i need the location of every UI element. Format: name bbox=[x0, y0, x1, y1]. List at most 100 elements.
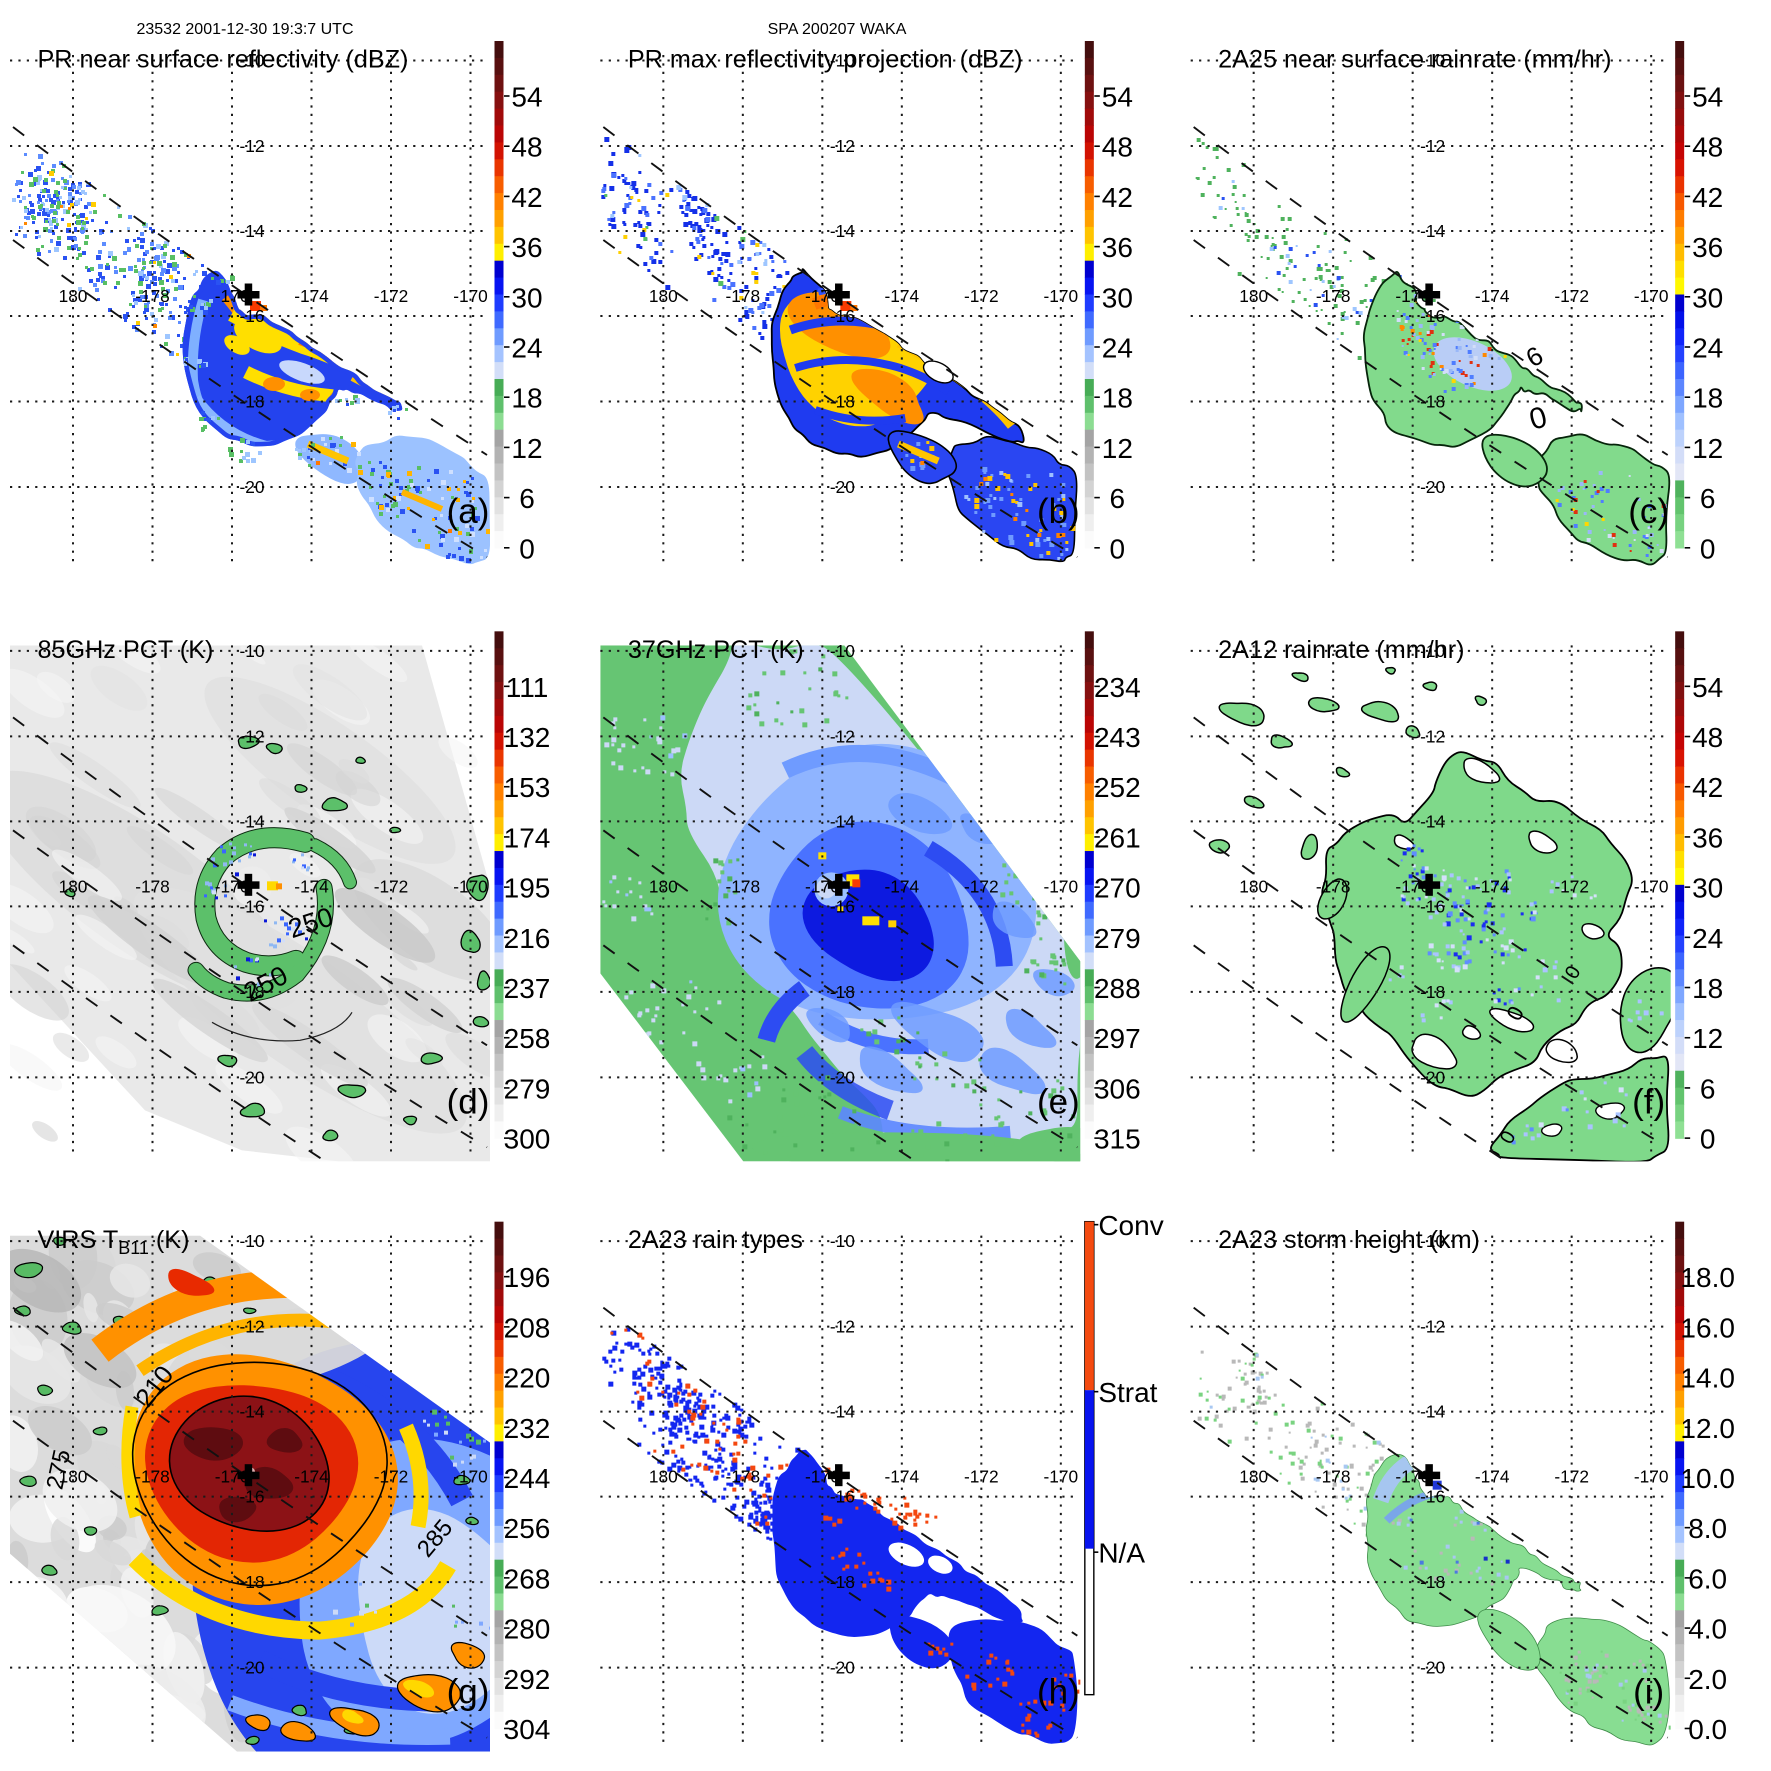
svg-text:(i): (i) bbox=[1633, 1673, 1664, 1712]
svg-text:16.0: 16.0 bbox=[1680, 1312, 1735, 1343]
svg-text:23532 2001-12-30 19:3:7 UTC: 23532 2001-12-30 19:3:7 UTC bbox=[136, 21, 353, 38]
svg-text:244: 244 bbox=[504, 1463, 551, 1494]
svg-text:85GHz PCT (K): 85GHz PCT (K) bbox=[38, 636, 214, 664]
svg-text:24: 24 bbox=[1102, 333, 1133, 364]
svg-text:6: 6 bbox=[519, 483, 535, 514]
svg-text:36: 36 bbox=[1692, 822, 1723, 853]
svg-text:Conv: Conv bbox=[1098, 1210, 1163, 1241]
svg-text:2A25 near surface rainrate (mm: 2A25 near surface rainrate (mm/hr) bbox=[1218, 46, 1611, 74]
svg-text:14.0: 14.0 bbox=[1680, 1363, 1735, 1394]
svg-text:6.0: 6.0 bbox=[1688, 1563, 1727, 1594]
svg-text:48: 48 bbox=[1102, 132, 1133, 163]
svg-text:220: 220 bbox=[504, 1363, 551, 1394]
svg-text:268: 268 bbox=[504, 1563, 551, 1594]
svg-text:6: 6 bbox=[1700, 483, 1716, 514]
svg-text:315: 315 bbox=[1094, 1124, 1141, 1155]
svg-text:2A23 rain types: 2A23 rain types bbox=[628, 1226, 803, 1254]
svg-text:SPA 200207 WAKA: SPA 200207 WAKA bbox=[768, 21, 907, 38]
svg-text:153: 153 bbox=[504, 772, 551, 803]
svg-text:54: 54 bbox=[1102, 82, 1133, 113]
svg-text:N/A: N/A bbox=[1098, 1538, 1145, 1569]
svg-text:216: 216 bbox=[504, 923, 551, 954]
svg-text:4.0: 4.0 bbox=[1688, 1614, 1727, 1645]
svg-text:VIRS TB11 (K): VIRS TB11 (K) bbox=[38, 1226, 190, 1258]
svg-text:300: 300 bbox=[504, 1124, 551, 1155]
svg-text:2A12 rainrate (mm/hr): 2A12 rainrate (mm/hr) bbox=[1218, 636, 1464, 664]
svg-text:24: 24 bbox=[511, 333, 542, 364]
svg-text:237: 237 bbox=[504, 973, 551, 1004]
svg-text:(e): (e) bbox=[1037, 1082, 1080, 1121]
svg-text:30: 30 bbox=[1102, 282, 1133, 313]
svg-text:24: 24 bbox=[1692, 923, 1723, 954]
svg-text:256: 256 bbox=[504, 1513, 551, 1544]
svg-text:279: 279 bbox=[504, 1073, 551, 1104]
svg-text:232: 232 bbox=[504, 1413, 551, 1444]
svg-text:18: 18 bbox=[511, 383, 542, 414]
svg-text:12: 12 bbox=[1102, 433, 1133, 464]
svg-text:132: 132 bbox=[504, 722, 551, 753]
svg-text:(g): (g) bbox=[447, 1673, 490, 1712]
svg-text:2.0: 2.0 bbox=[1688, 1664, 1727, 1695]
svg-text:258: 258 bbox=[504, 1023, 551, 1054]
svg-text:8.0: 8.0 bbox=[1688, 1513, 1727, 1544]
svg-text:270: 270 bbox=[1094, 873, 1141, 904]
svg-text:243: 243 bbox=[1094, 722, 1141, 753]
svg-text:279: 279 bbox=[1094, 923, 1141, 954]
svg-text:(a): (a) bbox=[447, 492, 490, 531]
svg-text:36: 36 bbox=[511, 232, 542, 263]
svg-text:18: 18 bbox=[1692, 383, 1723, 414]
svg-text:297: 297 bbox=[1094, 1023, 1141, 1054]
svg-text:54: 54 bbox=[1692, 672, 1723, 703]
svg-text:(h): (h) bbox=[1037, 1673, 1080, 1712]
svg-text:(b): (b) bbox=[1037, 492, 1080, 531]
svg-text:42: 42 bbox=[1692, 772, 1723, 803]
svg-text:208: 208 bbox=[504, 1312, 551, 1343]
svg-text:54: 54 bbox=[511, 82, 542, 113]
svg-text:(d): (d) bbox=[447, 1082, 490, 1121]
svg-text:196: 196 bbox=[504, 1262, 551, 1293]
svg-text:36: 36 bbox=[1692, 232, 1723, 263]
svg-text:6: 6 bbox=[1110, 483, 1126, 514]
svg-text:2A23 storm height (km): 2A23 storm height (km) bbox=[1218, 1226, 1480, 1254]
svg-text:10.0: 10.0 bbox=[1680, 1463, 1735, 1494]
svg-text:0: 0 bbox=[1110, 533, 1126, 564]
svg-text:0.0: 0.0 bbox=[1688, 1714, 1727, 1745]
svg-text:292: 292 bbox=[504, 1664, 551, 1695]
svg-text:0: 0 bbox=[1700, 1124, 1716, 1155]
svg-text:288: 288 bbox=[1094, 973, 1141, 1004]
svg-text:48: 48 bbox=[1692, 132, 1723, 163]
svg-text:37GHz PCT (K): 37GHz PCT (K) bbox=[628, 636, 804, 664]
svg-text:195: 195 bbox=[504, 873, 551, 904]
svg-text:280: 280 bbox=[504, 1614, 551, 1645]
svg-text:30: 30 bbox=[511, 282, 542, 313]
svg-text:252: 252 bbox=[1094, 772, 1141, 803]
svg-text:42: 42 bbox=[1102, 182, 1133, 213]
svg-text:48: 48 bbox=[511, 132, 542, 163]
svg-text:30: 30 bbox=[1692, 282, 1723, 313]
svg-text:6: 6 bbox=[1700, 1073, 1716, 1104]
svg-text:12.0: 12.0 bbox=[1680, 1413, 1735, 1444]
svg-text:(c): (c) bbox=[1628, 492, 1669, 531]
svg-text:12: 12 bbox=[1692, 1023, 1723, 1054]
svg-text:42: 42 bbox=[511, 182, 542, 213]
svg-text:12: 12 bbox=[511, 433, 542, 464]
svg-text:48: 48 bbox=[1692, 722, 1723, 753]
svg-text:18: 18 bbox=[1692, 973, 1723, 1004]
svg-text:261: 261 bbox=[1094, 822, 1141, 853]
svg-text:18.0: 18.0 bbox=[1680, 1262, 1735, 1293]
svg-text:234: 234 bbox=[1094, 672, 1141, 703]
svg-text:54: 54 bbox=[1692, 82, 1723, 113]
svg-text:0: 0 bbox=[1700, 533, 1716, 564]
svg-text:18: 18 bbox=[1102, 383, 1133, 414]
svg-text:174: 174 bbox=[504, 822, 551, 853]
svg-text:PR near surface reflectivity (: PR near surface reflectivity (dBZ) bbox=[38, 46, 409, 74]
svg-text:42: 42 bbox=[1692, 182, 1723, 213]
svg-text:36: 36 bbox=[1102, 232, 1133, 263]
svg-text:(f): (f) bbox=[1632, 1082, 1665, 1121]
svg-text:12: 12 bbox=[1692, 433, 1723, 464]
svg-text:111: 111 bbox=[506, 672, 549, 703]
svg-text:306: 306 bbox=[1094, 1073, 1141, 1104]
svg-text:PR max reflectivity projection: PR max reflectivity projection (dBZ) bbox=[628, 46, 1023, 74]
svg-text:24: 24 bbox=[1692, 333, 1723, 364]
svg-text:Strat: Strat bbox=[1098, 1377, 1157, 1408]
